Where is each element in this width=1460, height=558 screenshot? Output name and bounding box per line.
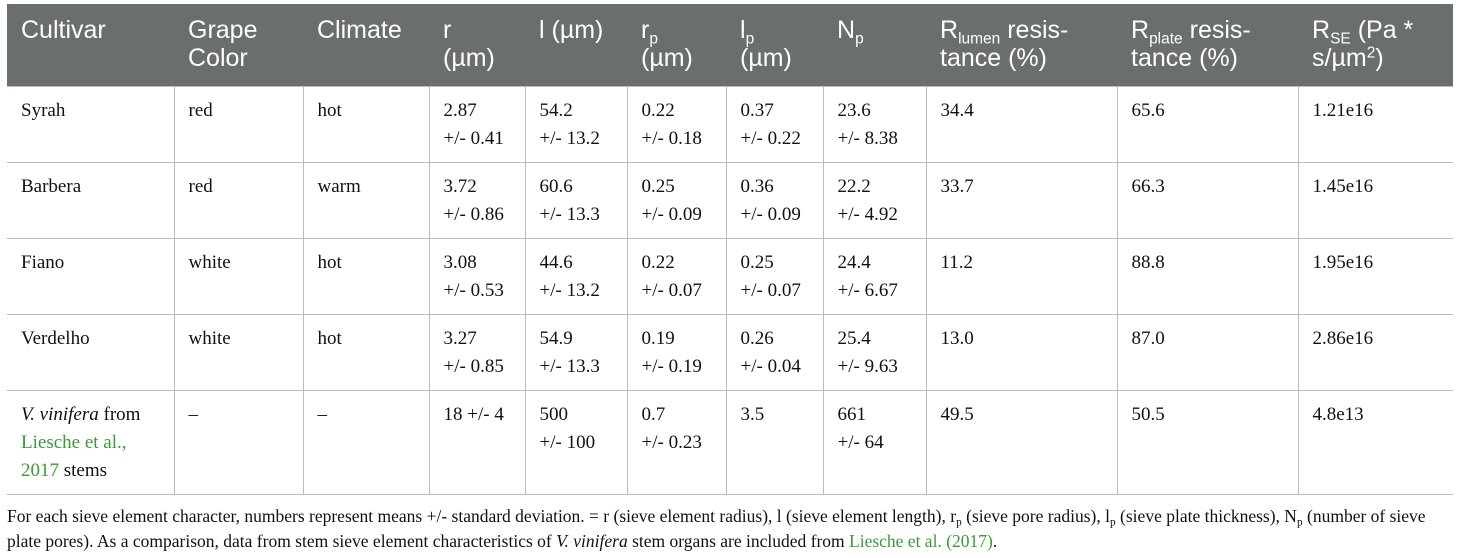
- data-table-container: Cultivar Grape Color Climate r (µm) l (µ…: [7, 4, 1453, 495]
- cell-rp: 0.22 +/- 0.07: [626, 238, 726, 315]
- cell-cultivar: Barbera: [7, 162, 174, 239]
- cell-np: 23.6 +/- 8.38: [822, 86, 926, 163]
- cell-climate: warm: [302, 162, 429, 239]
- header-climate: Climate: [317, 16, 402, 44]
- cell-cultivar: Fiano: [7, 238, 174, 315]
- species-name: V. vinifera: [21, 404, 99, 425]
- cell-rse: 2.86e16: [1297, 314, 1453, 391]
- table-header-row: Cultivar Grape Color Climate r (µm) l (µ…: [7, 4, 1453, 87]
- cell-color: white: [173, 314, 303, 391]
- cell-cultivar: Syrah: [7, 86, 174, 163]
- cell-color: white: [173, 238, 303, 315]
- cell-rlumen: 33.7: [925, 162, 1117, 239]
- cell-r: 2.87 +/- 0.41: [428, 86, 525, 163]
- cell-climate: hot: [302, 238, 429, 315]
- header-cultivar: Cultivar: [21, 16, 106, 44]
- cell-cultivar: V. vinifera from Liesche et al., 2017 st…: [7, 390, 174, 495]
- cell-rse: 1.45e16: [1297, 162, 1453, 239]
- cell-r: 3.08 +/- 0.53: [428, 238, 525, 315]
- header-rse: RSE (Pa * s/µm2): [1312, 16, 1414, 72]
- cell-color: red: [173, 86, 303, 163]
- cell-l: 54.2 +/- 13.2: [524, 86, 627, 163]
- cell-r: 3.27 +/- 0.85: [428, 314, 525, 391]
- reference-link[interactable]: Liesche et al.,: [21, 432, 127, 453]
- cell-np: 661 +/- 64: [822, 390, 926, 495]
- cell-rplate: 65.6: [1116, 86, 1298, 163]
- cell-climate: –: [302, 390, 429, 495]
- cell-r: 18 +/- 4: [428, 390, 525, 495]
- table-footnote: For each sieve element character, number…: [7, 506, 1426, 551]
- table-row: Fiano white hot 3.08 +/- 0.53 44.6 +/- 13.…: [7, 238, 1453, 315]
- header-lp: lp (µm): [740, 16, 792, 72]
- cell-cultivar: Verdelho: [7, 314, 174, 391]
- cell-climate: hot: [302, 314, 429, 391]
- cell-rp: 0.19 +/- 0.19: [626, 314, 726, 391]
- cell-l: 500 +/- 100: [524, 390, 627, 495]
- cell-rse: 1.21e16: [1297, 86, 1453, 163]
- header-rlumen: Rlumen resis- tance (%): [940, 16, 1069, 72]
- table-row: Barbera red warm 3.72 +/- 0.86 60.6 +/- 13…: [7, 162, 1453, 239]
- cell-rlumen: 49.5: [925, 390, 1117, 495]
- cell-rplate: 66.3: [1116, 162, 1298, 239]
- cell-lp: 3.5: [725, 390, 823, 495]
- cell-rp: 0.7 +/- 0.23: [626, 390, 726, 495]
- cell-l: 44.6 +/- 13.2: [524, 238, 627, 315]
- cell-lp: 0.25 +/- 0.07: [725, 238, 823, 315]
- cell-np: 22.2 +/- 4.92: [822, 162, 926, 239]
- cell-rlumen: 11.2: [925, 238, 1117, 315]
- footnote-species-name: V. vinifera: [556, 531, 628, 551]
- cell-lp: 0.37 +/- 0.22: [725, 86, 823, 163]
- cell-rlumen: 13.0: [925, 314, 1117, 391]
- cell-l: 60.6 +/- 13.3: [524, 162, 627, 239]
- header-rp: rp (µm): [641, 16, 693, 72]
- table-row: V. vinifera from Liesche et al., 2017 st…: [7, 390, 1453, 495]
- cell-rplate: 87.0: [1116, 314, 1298, 391]
- cell-color: –: [173, 390, 303, 495]
- cell-rplate: 50.5: [1116, 390, 1298, 495]
- cell-color: red: [173, 162, 303, 239]
- table-row: Verdelho white hot 3.27 +/- 0.85 54.9 +/- …: [7, 314, 1453, 391]
- cell-l: 54.9 +/- 13.3: [524, 314, 627, 391]
- cell-rlumen: 34.4: [925, 86, 1117, 163]
- header-r: r (µm): [443, 16, 495, 72]
- cell-rp: 0.22 +/- 0.18: [626, 86, 726, 163]
- cell-climate: hot: [302, 86, 429, 163]
- header-np: Np: [837, 16, 864, 48]
- cell-rp: 0.25 +/- 0.09: [626, 162, 726, 239]
- footnote-reference-link[interactable]: Liesche et al. (2017): [849, 531, 993, 551]
- cell-np: 24.4 +/- 6.67: [822, 238, 926, 315]
- cell-rse: 1.95e16: [1297, 238, 1453, 315]
- cell-np: 25.4 +/- 9.63: [822, 314, 926, 391]
- reference-link[interactable]: 2017: [21, 460, 59, 481]
- cell-rplate: 88.8: [1116, 238, 1298, 315]
- cell-rse: 4.8e13: [1297, 390, 1453, 495]
- header-rplate: Rplate resis- tance (%): [1131, 16, 1251, 72]
- cell-lp: 0.26 +/- 0.04: [725, 314, 823, 391]
- table-row: Syrah red hot 2.87 +/- 0.41 54.2 +/- 13.2 …: [7, 86, 1453, 163]
- header-l: l (µm): [539, 16, 604, 44]
- header-grape-color: Grape Color: [188, 16, 258, 72]
- cell-r: 3.72 +/- 0.86: [428, 162, 525, 239]
- sieve-element-table: Cultivar Grape Color Climate r (µm) l (µ…: [7, 4, 1453, 495]
- cell-lp: 0.36 +/- 0.09: [725, 162, 823, 239]
